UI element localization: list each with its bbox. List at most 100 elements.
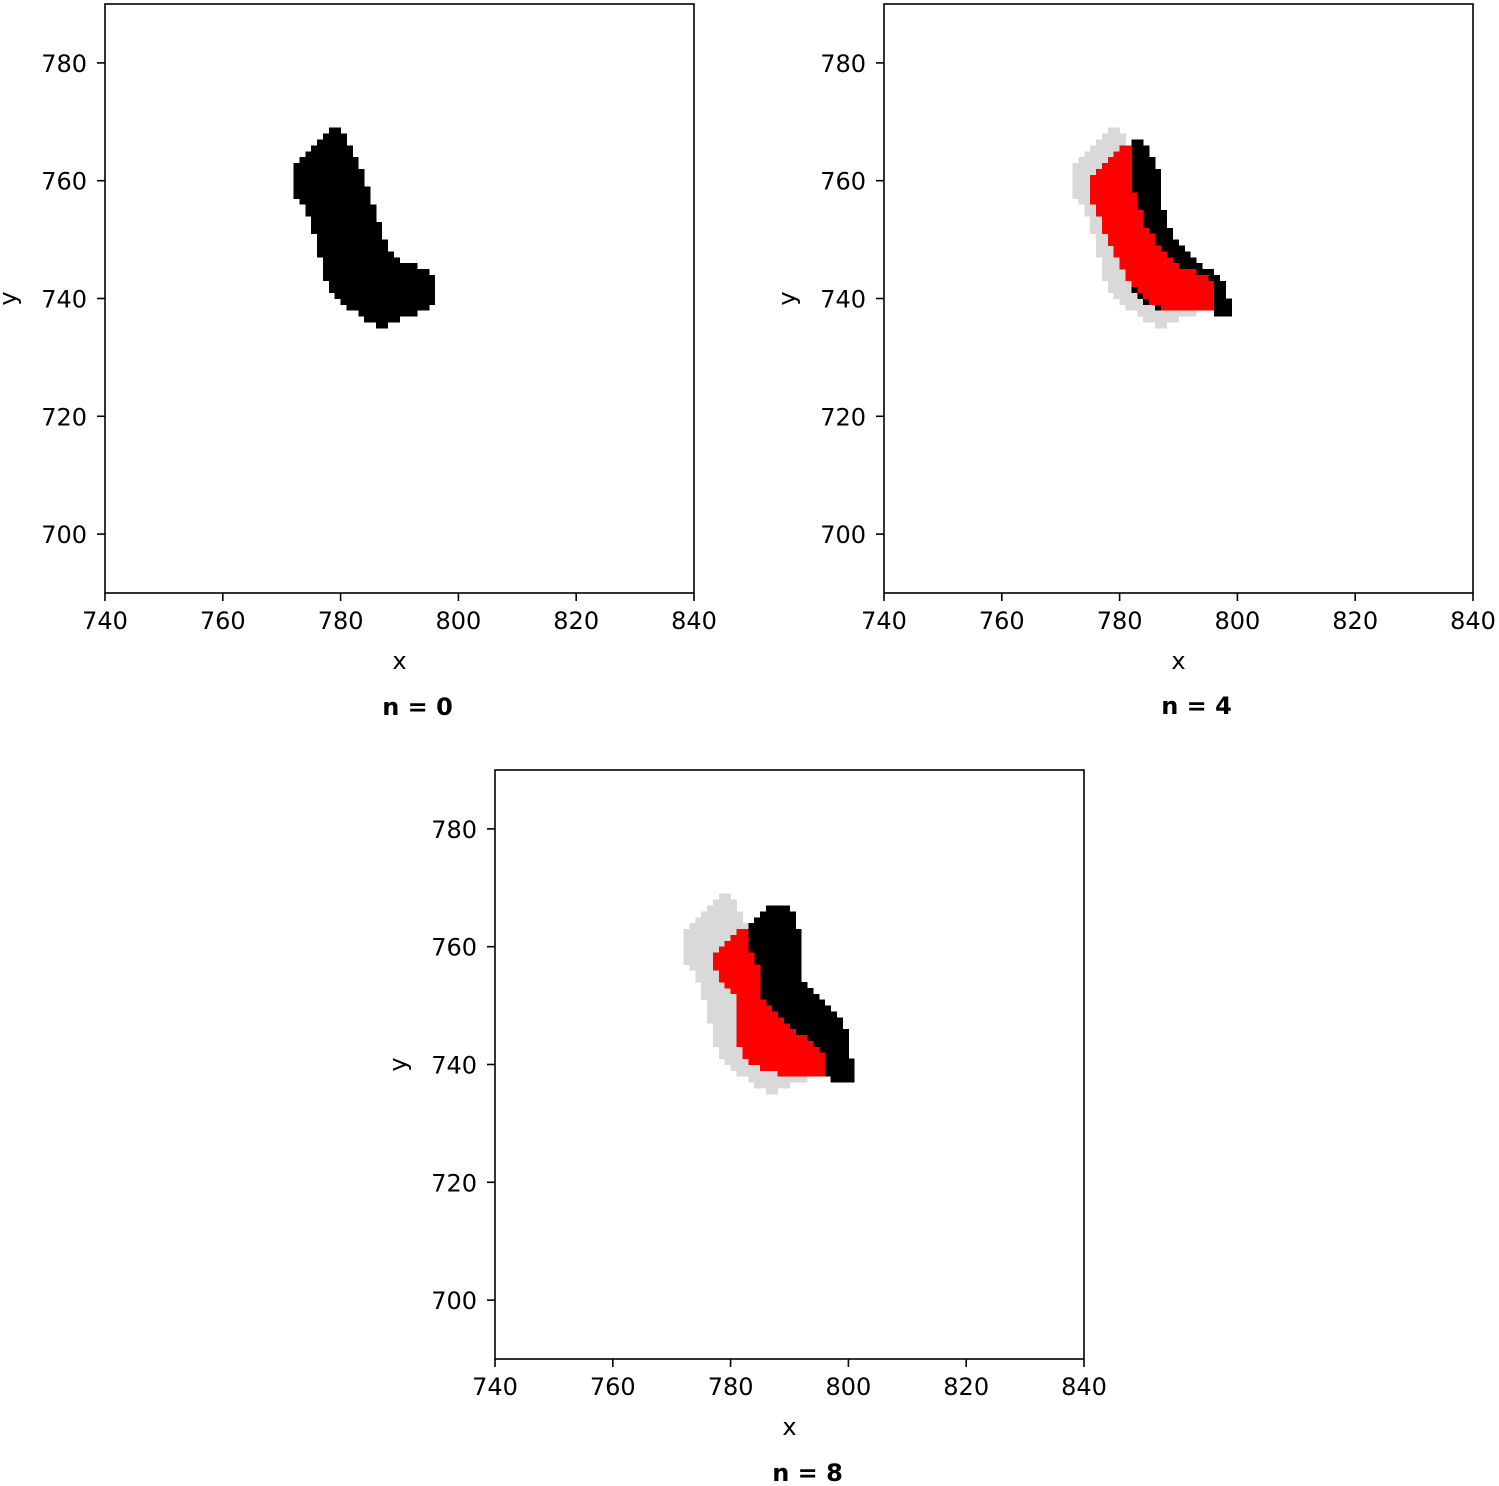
chart-0-y-tick-label-2: 740	[41, 286, 87, 314]
chart-2-x-tick-label-4: 820	[943, 1373, 989, 1401]
chart-0-layer-0-row-15	[311, 216, 377, 223]
chart-2-layer-2-row-18	[736, 1035, 808, 1042]
chart-0-layer-0-row-16	[311, 221, 383, 229]
chart-2-layer-1-row-6	[742, 940, 802, 948]
chart-0-layer-0-row-10	[293, 186, 371, 193]
chart-2-layer-2-row-24	[777, 1070, 826, 1077]
chart-0-layer-0-row-30	[346, 304, 430, 311]
chart-2-layer-2-row-2	[724, 940, 749, 948]
chart-0-y-tick-label-3: 760	[41, 168, 87, 196]
chart-1-layer-2-row-3	[1101, 163, 1132, 170]
chart-2-layer-1-row-12	[748, 976, 802, 983]
chart-2-layer-1-row-7	[742, 946, 802, 953]
chart-2-layer-1-row-20	[765, 1023, 843, 1030]
chart-0-layer-0-row-1	[322, 133, 347, 140]
chart-2-layer-2-row-4	[712, 952, 755, 959]
chart-2-layer-2-row-20	[742, 1046, 820, 1054]
chart-1-y-axis-label: y	[779, 291, 801, 305]
chart-2-layer-1-row-15	[748, 993, 820, 1001]
chart-1-x-tick-label-5: 840	[1450, 607, 1496, 635]
chart-0-layer-0-row-6	[293, 163, 359, 170]
chart-0-layer-0-row-3	[311, 145, 353, 152]
chart-1-layer-2-row-2	[1107, 157, 1132, 164]
chart-2-layer-2-row-0	[736, 929, 749, 936]
chart-0-x-tick-label-4: 820	[553, 607, 599, 635]
chart-2-layer-1-row-14	[748, 987, 814, 995]
chart-0-layer-0-row-27	[328, 286, 436, 294]
chart-1-x-tick-label-4: 820	[1332, 607, 1378, 635]
chart-panel-n0: 740 760 780 800 820 840 700 720 740 760 780 x y n = 0	[0, 3, 717, 721]
chart-2-layer-0-row-32	[754, 1082, 790, 1089]
chart-0-x-tick-label-5: 840	[671, 607, 717, 635]
chart-2-layer-2-row-19	[736, 1040, 814, 1048]
chart-2-layer-1-row-1	[760, 911, 796, 918]
chart-1-layer-1-row-3	[1119, 157, 1156, 164]
chart-0-layer-0	[293, 127, 436, 329]
chart-1-layer-2-row-14	[1101, 227, 1150, 235]
chart-1-layer-2-row-26	[1149, 298, 1215, 305]
chart-1-y-tick-label-0: 700	[820, 521, 866, 549]
chart-2-layer-1-row-18	[754, 1011, 838, 1018]
chart-1-layer-2-row-0	[1119, 145, 1132, 152]
chart-2-layer-1-row-11	[742, 970, 802, 977]
chart-0-layer-0-row-7	[293, 168, 365, 176]
chart-0-layer-0-row-17	[311, 227, 383, 235]
chart-2-layer-0-row-33	[765, 1088, 779, 1095]
chart-2-layer-2-row-5	[712, 958, 755, 965]
chart-1-layer-0-row-4	[1084, 151, 1132, 158]
chart-2-y-tick-label-0: 700	[431, 1287, 477, 1315]
chart-2-layer-1-row-3	[748, 923, 796, 930]
chart-0-layer-0-row-4	[305, 151, 353, 158]
chart-2-layer-1-row-27	[818, 1064, 855, 1071]
chart-2-layer-1-row-8	[742, 952, 802, 959]
chart-1-x-tick-label-0: 740	[861, 607, 907, 635]
chart-0-layer-0-row-12	[299, 198, 371, 205]
chart-2-layer-2-row-23	[760, 1064, 826, 1071]
chart-0-layer-0-row-24	[322, 269, 430, 276]
chart-2-layer-1-row-10	[742, 964, 802, 971]
chart-1-layer-2-row-5	[1090, 174, 1132, 182]
chart-1-layer-2-row-4	[1096, 168, 1132, 176]
chart-0-layer-0-row-9	[293, 180, 365, 187]
chart-2-layer-1-row-5	[742, 934, 802, 942]
chart-2-layer-2-row-7	[718, 970, 761, 977]
chart-1-layer-0-row-33	[1154, 322, 1168, 329]
chart-0-layer-0-row-20	[317, 245, 389, 252]
chart-1-layer-2-row-17	[1113, 245, 1162, 252]
chart-2-layer-2-row-14	[736, 1011, 779, 1018]
chart-1-layer-2	[1090, 145, 1215, 311]
chart-2-x-tick-label-3: 800	[825, 1373, 871, 1401]
chart-2-layer-1-row-2	[754, 917, 796, 924]
chart-1-layer-2-row-10	[1096, 204, 1138, 211]
chart-2-y-tick-label-4: 780	[431, 816, 477, 844]
chart-1-y-tick-label-1: 720	[820, 403, 866, 431]
chart-1-layer-2-row-1	[1113, 151, 1132, 158]
chart-2-layer-0-row-5	[689, 923, 749, 930]
chart-2-layer-2-row-17	[736, 1029, 796, 1036]
chart-1-caption: n = 4	[1161, 692, 1232, 720]
chart-0-y-axis-label: y	[0, 291, 22, 305]
chart-0-layer-0-row-23	[322, 263, 418, 270]
chart-2-y-tick-label-2: 740	[431, 1052, 477, 1080]
chart-2-layer-1-row-16	[754, 999, 826, 1006]
chart-1-x-tick-label-1: 760	[979, 607, 1025, 635]
chart-0-layer-0-row-0	[328, 127, 341, 134]
chart-1-layer-2-row-22	[1125, 274, 1209, 282]
chart-1-layer-2-row-19	[1119, 257, 1174, 264]
chart-2-layer-0-row-4	[695, 917, 743, 924]
chart-0-y-tick-label-0: 700	[41, 521, 87, 549]
chart-1-layer-2-row-27	[1160, 304, 1215, 311]
chart-1-x-axis-label: x	[1171, 647, 1185, 675]
chart-2-layer-1-row-13	[748, 982, 808, 989]
chart-0-layer-0-row-29	[340, 298, 436, 305]
chart-2-layer-1-row-4	[742, 929, 802, 936]
chart-0-caption: n = 0	[382, 693, 453, 721]
chart-2-x-tick-label-5: 840	[1061, 1373, 1107, 1401]
chart-1-y-tick-label-3: 760	[820, 168, 866, 196]
chart-2-y-tick-label-3: 760	[431, 934, 477, 962]
chart-2-x-tick-label-1: 760	[590, 1373, 636, 1401]
chart-0-x-tick-label-2: 780	[318, 607, 364, 635]
chart-1-layer-0-row-32	[1143, 316, 1179, 323]
chart-2-layer-1-row-28	[818, 1070, 855, 1077]
chart-2-layer-0-row-6	[683, 929, 749, 936]
